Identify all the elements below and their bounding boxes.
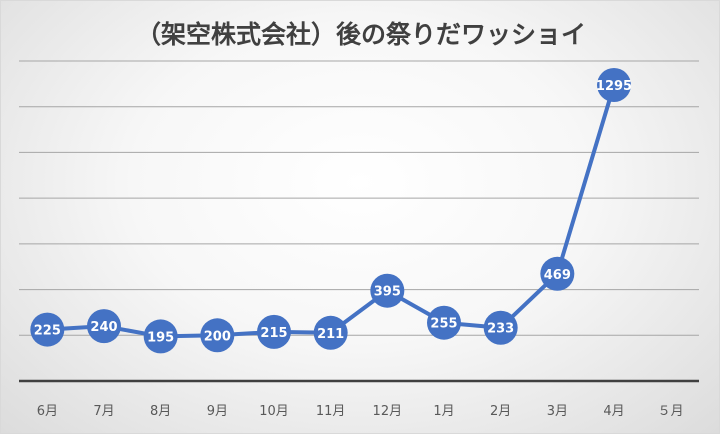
data-point [540, 256, 575, 291]
x-tick-label: 3月 [547, 404, 568, 419]
x-tick-label: 6月 [37, 404, 58, 419]
data-label: 225 [34, 324, 61, 339]
data-point [200, 318, 235, 353]
data-label: 233 [487, 322, 514, 337]
data-point [87, 309, 121, 344]
x-tick-label: 1月 [433, 404, 454, 419]
data-label: 395 [374, 285, 401, 300]
data-point [597, 68, 631, 102]
x-tick-label: 4月 [603, 404, 624, 419]
data-label: 200 [204, 329, 231, 344]
data-point [427, 305, 461, 340]
series-line [47, 84, 616, 339]
x-tick-label: 8月 [150, 404, 171, 419]
chart-title: （架空株式会社）後の祭りだワッショイ [135, 20, 586, 49]
data-point [143, 319, 178, 354]
x-tick-label: ５月 [658, 404, 684, 419]
x-tick-label: 12月 [373, 404, 403, 419]
data-point [30, 312, 65, 347]
data-point [313, 315, 348, 350]
data-label: 255 [430, 317, 457, 332]
data-label: 211 [317, 327, 344, 342]
data-point [370, 273, 405, 308]
x-tick-label: 11月 [316, 404, 346, 419]
x-tick-label: 10月 [259, 404, 289, 419]
data-point [257, 314, 291, 349]
data-label: 469 [544, 268, 571, 283]
data-label: 1295 [596, 79, 632, 94]
data-label: 195 [147, 330, 174, 345]
x-tick-label: 2月 [490, 404, 511, 419]
data-point [483, 310, 518, 345]
x-tick-label: 7月 [93, 404, 114, 419]
data-label: 215 [260, 326, 287, 341]
data-label: 240 [90, 320, 117, 335]
x-tick-label: 9月 [207, 404, 228, 419]
